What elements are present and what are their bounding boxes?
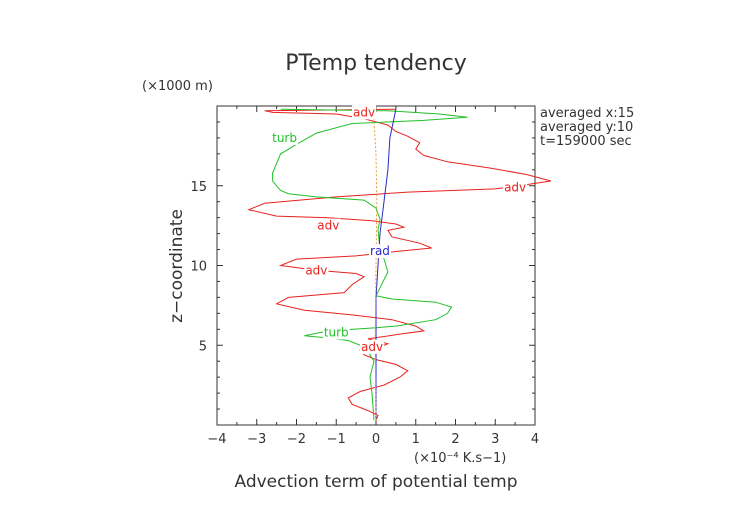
- series-layer: [247, 108, 552, 421]
- y-tick-label: 15: [190, 180, 207, 195]
- annotation-line: averaged x:15: [540, 106, 634, 121]
- curve-label-adv: adv: [353, 105, 375, 119]
- x-tick-label: 3: [491, 432, 499, 447]
- x-tick-label: −2: [287, 432, 306, 447]
- curve-label-rad: rad: [370, 244, 390, 258]
- y-tick-label: 10: [190, 260, 207, 275]
- curve-label-turb: turb: [324, 325, 349, 339]
- curve-label-adv: adv: [305, 263, 327, 277]
- annotation-line: t=159000 sec: [540, 134, 632, 149]
- x-tick-label: −1: [327, 432, 346, 447]
- x-tick-label: 4: [531, 432, 539, 447]
- annotation-line: averaged y:10: [540, 120, 633, 135]
- series-line-turb: [272, 108, 468, 421]
- y-axis-label: z−coordinate: [167, 209, 187, 323]
- curve-label-adv: adv: [361, 340, 383, 354]
- chart-title: PTemp tendency: [285, 51, 467, 76]
- series-line-adv: [247, 108, 552, 421]
- y-unit-label: (×1000 m): [142, 79, 213, 94]
- curve-label-bg: [271, 130, 299, 145]
- curve-label-bg: [316, 218, 341, 233]
- x-axis-label: Advection term of potential temp: [234, 472, 517, 492]
- curve-label-adv: adv: [317, 219, 339, 233]
- curve-label-bg: [304, 263, 329, 278]
- x-tick-label: −3: [247, 432, 266, 447]
- x-tick-label: −4: [207, 432, 226, 447]
- x-unit-label: (×10⁻⁴ K.s−1): [414, 451, 506, 466]
- curve-label-bg: [359, 339, 385, 354]
- curve-label-bg: [352, 105, 377, 120]
- x-tick-label: 1: [412, 432, 420, 447]
- ticks-layer: −4 −3 −2 −1 0 1 2 3 4 5 10 15: [190, 106, 539, 447]
- x-tick-label: 0: [372, 432, 380, 447]
- x-tick-label: 2: [451, 432, 459, 447]
- curve-label-bg: [369, 244, 391, 259]
- y-tick-label: 5: [199, 339, 207, 354]
- curve-label-turb: turb: [272, 131, 297, 145]
- curve-label-bg: [322, 325, 350, 340]
- curve-label-bg: [503, 180, 528, 195]
- curve-label-adv: adv: [504, 180, 526, 194]
